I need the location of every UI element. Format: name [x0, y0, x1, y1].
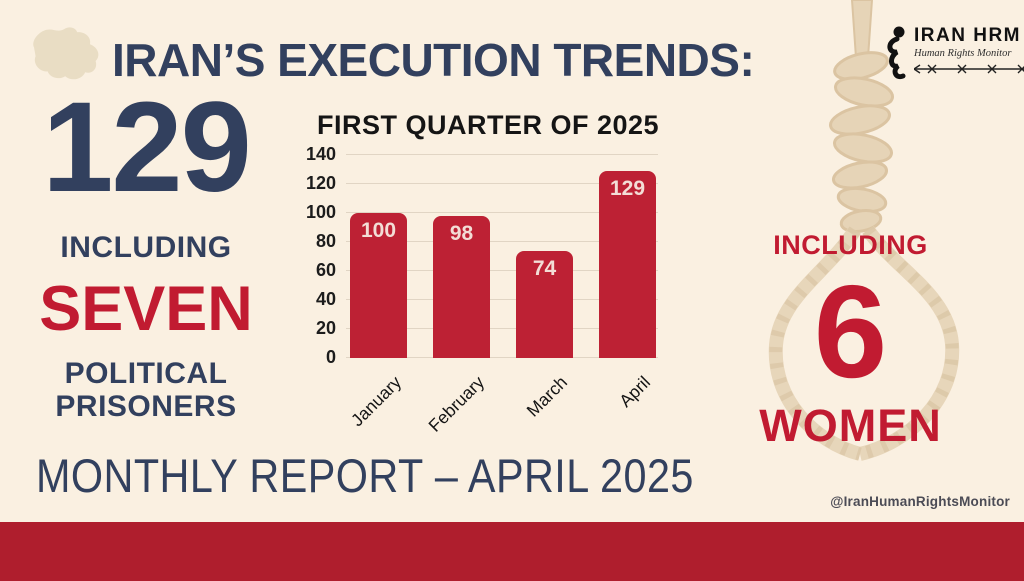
bar-value-label: 98	[449, 222, 474, 245]
executions-stat-block: 129 INCLUDING SEVEN POLITICAL PRISONERS	[18, 76, 274, 423]
y-axis-tick-label: 20	[315, 318, 336, 338]
chart-plot: 100 January 98 February 74 March 129 April	[346, 154, 662, 436]
gridline	[346, 270, 658, 271]
bar-value-label: 74	[532, 257, 557, 280]
chart-title: FIRST QUARTER OF 2025	[316, 110, 660, 140]
y-axis-tick-label: 80	[315, 231, 336, 251]
political-label-line1: POLITICAL	[64, 356, 228, 390]
executions-bar-chart: FIRST QUARTER OF 2025 0 20 40 60 80 100 120 140…	[292, 110, 684, 436]
gridline	[346, 212, 658, 213]
y-axis-tick-label: 120	[305, 173, 336, 193]
x-axis-label: March	[522, 372, 571, 421]
bar-january: 100	[350, 213, 407, 358]
brand-logo: IRAN HRM Human Rights Monitor	[884, 25, 1024, 80]
gridline	[346, 328, 658, 329]
including-label-right: INCLUDING	[773, 230, 928, 260]
brand-tagline: Human Rights Monitor	[914, 47, 1012, 59]
women-stat-block: INCLUDING 6 WOMEN	[738, 230, 963, 452]
bar-march: 74	[516, 251, 573, 358]
iran-map-icon	[33, 27, 99, 80]
bar-april: 129	[599, 171, 656, 358]
brand-name: IRAN HRM	[914, 25, 1021, 46]
bar-value-label: 129	[609, 177, 646, 200]
report-title: MONTHLY REPORT – APRIL 2025	[36, 449, 694, 502]
bar-february: 98	[433, 216, 490, 358]
bar-value-label: 100	[360, 219, 397, 242]
x-axis-label: February	[423, 372, 488, 436]
noose-icon	[768, 0, 960, 461]
page-title: IRAN’S EXECUTION TRENDS:	[112, 34, 755, 86]
y-axis-tick-label: 60	[315, 260, 336, 280]
bottom-accent-bar	[0, 522, 1024, 581]
women-label: WOMEN	[759, 400, 942, 452]
chart-y-axis: 0 20 40 60 80 100 120 140	[292, 145, 346, 366]
person-icon	[887, 26, 906, 80]
barbed-wire-icon	[914, 64, 1024, 74]
x-axis-label: April	[614, 372, 654, 411]
y-axis-tick-label: 40	[315, 289, 336, 309]
gridline	[346, 299, 658, 300]
y-axis-tick-label: 100	[305, 202, 336, 222]
gridline	[346, 357, 658, 358]
political-label-line2: PRISONERS	[55, 389, 237, 423]
total-executions-value: 129	[42, 76, 252, 219]
chart-body: 0 20 40 60 80 100 120 140 100 January 98 February 7…	[292, 145, 684, 436]
social-handle: @IranHumanRightsMonitor	[830, 494, 1010, 509]
gridline	[346, 154, 658, 155]
x-axis-label: January	[346, 372, 405, 431]
y-axis-tick-label: 0	[325, 347, 336, 367]
women-count: 6	[813, 258, 888, 405]
y-axis-tick-label: 140	[305, 144, 336, 164]
gridline	[346, 183, 658, 184]
gridline	[346, 241, 658, 242]
including-label-left: INCLUDING	[60, 230, 232, 264]
political-prisoners-count: SEVEN	[39, 273, 253, 344]
